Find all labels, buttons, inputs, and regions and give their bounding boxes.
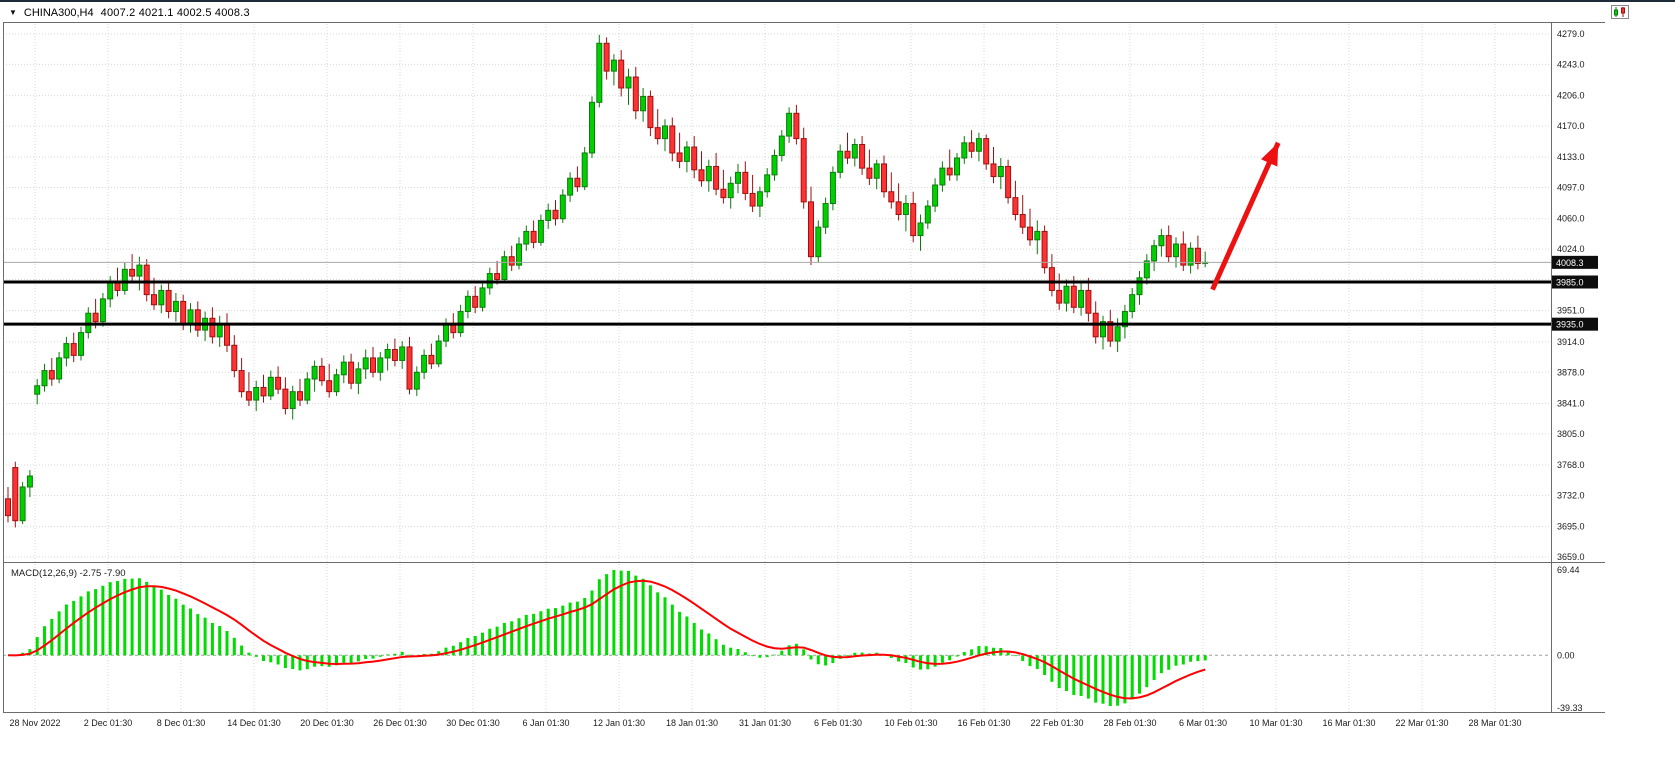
svg-text:4133.0: 4133.0 — [1557, 152, 1585, 162]
svg-text:0.00: 0.00 — [1557, 650, 1575, 660]
svg-text:69.44: 69.44 — [1557, 565, 1580, 575]
macd-signal-line — [7, 579, 1206, 700]
time-gridlines — [34, 24, 1496, 712]
svg-text:3841.0: 3841.0 — [1557, 398, 1585, 408]
svg-text:3935.0: 3935.0 — [1556, 320, 1584, 330]
mini-chart-icon[interactable] — [1611, 5, 1629, 19]
svg-text:16 Mar 01:30: 16 Mar 01:30 — [1322, 718, 1375, 728]
svg-text:2 Dec 01:30: 2 Dec 01:30 — [84, 718, 133, 728]
macd-axis-labels[interactable]: 69.44 0.00 -39.33 — [1557, 565, 1583, 713]
svg-text:4206.0: 4206.0 — [1557, 91, 1585, 101]
current-price-badge: 4008.3 — [1552, 255, 1598, 269]
svg-text:16 Feb 01:30: 16 Feb 01:30 — [957, 718, 1010, 728]
svg-text:10 Feb 01:30: 10 Feb 01:30 — [884, 718, 937, 728]
svg-text:18 Jan 01:30: 18 Jan 01:30 — [666, 718, 718, 728]
svg-text:3732.0: 3732.0 — [1557, 490, 1585, 500]
svg-text:28 Nov 2022: 28 Nov 2022 — [9, 718, 60, 728]
svg-text:14 Dec 01:30: 14 Dec 01:30 — [227, 718, 281, 728]
chart-frame — [3, 22, 1605, 713]
svg-text:10 Mar 01:30: 10 Mar 01:30 — [1249, 718, 1302, 728]
candlesticks — [5, 34, 1209, 528]
svg-text:3659.0: 3659.0 — [1557, 552, 1585, 562]
svg-text:4024.0: 4024.0 — [1557, 244, 1585, 254]
ohlc-readout: 4007.2 4021.1 4002.5 4008.3 — [100, 7, 250, 19]
svg-text:4243.0: 4243.0 — [1557, 59, 1585, 69]
mini-candle-down — [1621, 7, 1625, 14]
macd-label: MACD(12,26,9) -2.75 -7.90 — [11, 568, 126, 579]
svg-text:3985.0: 3985.0 — [1556, 278, 1584, 288]
hline-price-badge: 3985.0 — [1552, 275, 1598, 289]
svg-text:3695.0: 3695.0 — [1557, 522, 1585, 532]
svg-text:31 Jan 01:30: 31 Jan 01:30 — [739, 718, 791, 728]
svg-text:22 Mar 01:30: 22 Mar 01:30 — [1395, 718, 1448, 728]
svg-text:22 Feb 01:30: 22 Feb 01:30 — [1030, 718, 1083, 728]
chart-title-bar: ▼ CHINA300,H4 4007.2 4021.1 4002.5 4008.… — [0, 4, 1675, 22]
svg-text:8 Dec 01:30: 8 Dec 01:30 — [157, 718, 206, 728]
svg-text:6 Feb 01:30: 6 Feb 01:30 — [814, 718, 862, 728]
svg-text:12 Jan 01:30: 12 Jan 01:30 — [593, 718, 645, 728]
symbol-title: CHINA300,H4 — [23, 7, 94, 19]
svg-text:4170.0: 4170.0 — [1557, 121, 1585, 131]
svg-text:4279.0: 4279.0 — [1557, 29, 1585, 39]
svg-text:3914.0: 3914.0 — [1557, 337, 1585, 347]
chart-area: 4279.0 4243.0 4206.0 4170.0 4133.0 4097.0 4060… — [3, 22, 1675, 743]
symbol-dropdown-icon[interactable]: ▼ — [9, 8, 17, 17]
svg-text:28 Feb 01:30: 28 Feb 01:30 — [1103, 718, 1156, 728]
svg-text:4060.0: 4060.0 — [1557, 214, 1585, 224]
macd-histogram — [13, 570, 1207, 706]
svg-text:6 Mar 01:30: 6 Mar 01:30 — [1179, 718, 1227, 728]
svg-text:-39.33: -39.33 — [1557, 703, 1583, 713]
svg-text:3768.0: 3768.0 — [1557, 460, 1585, 470]
chart-canvas[interactable]: 4279.0 4243.0 4206.0 4170.0 4133.0 4097.0 4060… — [3, 22, 1675, 738]
hline-price-badge: 3935.0 — [1552, 317, 1598, 331]
svg-text:4097.0: 4097.0 — [1557, 183, 1585, 193]
svg-text:3805.0: 3805.0 — [1557, 429, 1585, 439]
mini-candle-up — [1614, 9, 1618, 16]
svg-text:4008.3: 4008.3 — [1556, 258, 1584, 268]
svg-text:28 Mar 01:30: 28 Mar 01:30 — [1468, 718, 1521, 728]
time-axis-labels[interactable]: 28 Nov 2022 2 Dec 01:30 8 Dec 01:30 14 Dec … — [9, 718, 1521, 728]
svg-text:26 Dec 01:30: 26 Dec 01:30 — [373, 718, 427, 728]
svg-text:3878.0: 3878.0 — [1557, 367, 1585, 377]
price-axis-labels[interactable]: 4279.0 4243.0 4206.0 4170.0 4133.0 4097.0 4060… — [1557, 29, 1585, 562]
svg-text:20 Dec 01:30: 20 Dec 01:30 — [300, 718, 354, 728]
svg-text:30 Dec 01:30: 30 Dec 01:30 — [446, 718, 500, 728]
price-gridlines — [3, 33, 1551, 558]
svg-text:6 Jan 01:30: 6 Jan 01:30 — [522, 718, 569, 728]
trend-arrow[interactable] — [1210, 141, 1281, 291]
svg-text:3951.0: 3951.0 — [1557, 306, 1585, 316]
